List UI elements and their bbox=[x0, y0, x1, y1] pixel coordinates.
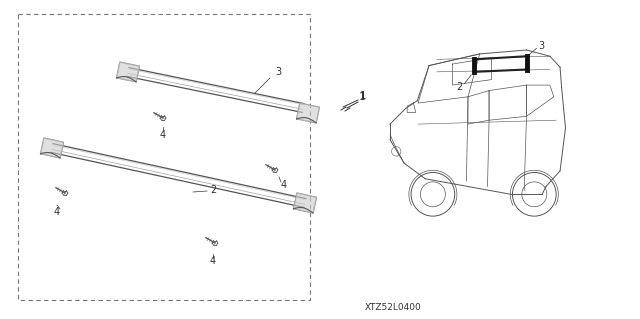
Text: 1: 1 bbox=[360, 91, 366, 101]
Polygon shape bbox=[40, 138, 63, 158]
Text: 2: 2 bbox=[456, 82, 462, 92]
Text: 4: 4 bbox=[210, 256, 216, 266]
Text: 3: 3 bbox=[538, 41, 545, 51]
Text: XTZ52L0400: XTZ52L0400 bbox=[365, 302, 421, 311]
Text: 1: 1 bbox=[358, 92, 365, 102]
Text: 3: 3 bbox=[275, 67, 281, 77]
Text: 4: 4 bbox=[54, 207, 60, 217]
Polygon shape bbox=[116, 62, 140, 82]
Text: 2: 2 bbox=[210, 185, 216, 195]
Polygon shape bbox=[296, 103, 319, 123]
Text: 4: 4 bbox=[160, 130, 166, 140]
Text: 4: 4 bbox=[281, 180, 287, 190]
Polygon shape bbox=[294, 193, 316, 213]
